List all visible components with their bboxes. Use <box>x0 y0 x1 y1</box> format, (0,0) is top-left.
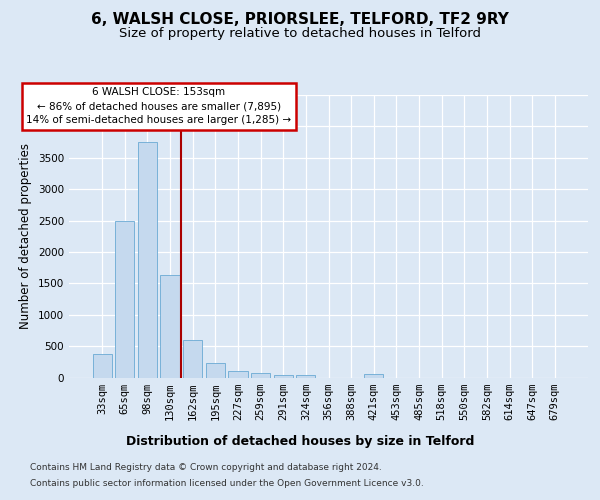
Bar <box>274 375 293 378</box>
Bar <box>251 374 270 378</box>
Text: 6, WALSH CLOSE, PRIORSLEE, TELFORD, TF2 9RY: 6, WALSH CLOSE, PRIORSLEE, TELFORD, TF2 … <box>91 12 509 28</box>
Bar <box>206 363 225 378</box>
Y-axis label: Number of detached properties: Number of detached properties <box>19 143 32 329</box>
Bar <box>92 354 112 378</box>
Text: Size of property relative to detached houses in Telford: Size of property relative to detached ho… <box>119 28 481 40</box>
Text: Contains HM Land Registry data © Crown copyright and database right 2024.: Contains HM Land Registry data © Crown c… <box>30 462 382 471</box>
Bar <box>296 376 316 378</box>
Text: 6 WALSH CLOSE: 153sqm
← 86% of detached houses are smaller (7,895)
14% of semi-d: 6 WALSH CLOSE: 153sqm ← 86% of detached … <box>26 88 292 126</box>
Bar <box>160 274 180 378</box>
Bar <box>183 340 202 378</box>
Bar <box>115 220 134 378</box>
Text: Distribution of detached houses by size in Telford: Distribution of detached houses by size … <box>126 435 474 448</box>
Text: Contains public sector information licensed under the Open Government Licence v3: Contains public sector information licen… <box>30 478 424 488</box>
Bar <box>229 371 248 378</box>
Bar <box>138 142 157 378</box>
Bar <box>364 374 383 378</box>
